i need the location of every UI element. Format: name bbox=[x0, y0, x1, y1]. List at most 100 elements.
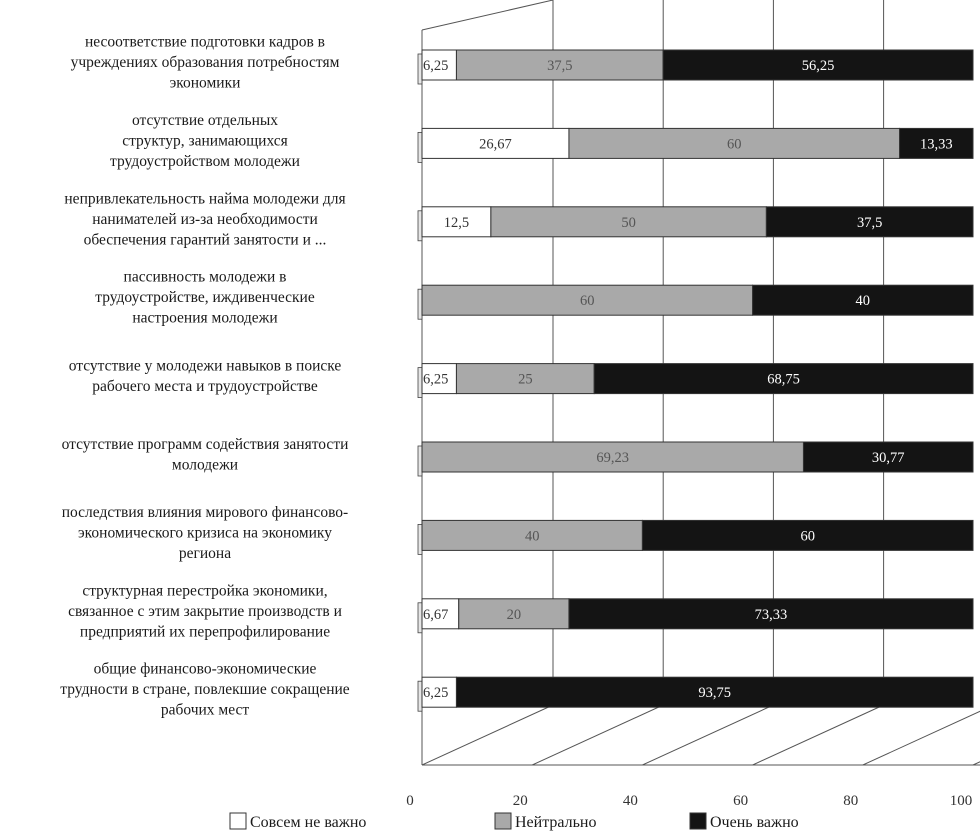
category-label-line: обеспечения гарантий занятости и ... bbox=[84, 231, 327, 248]
x-tick-label: 80 bbox=[843, 793, 858, 809]
floor-line bbox=[752, 704, 884, 766]
category-labels: несоответствие подготовки кадров в учрежд… bbox=[60, 34, 349, 719]
category-label: отсутствие отдельных структур, занимающих… bbox=[110, 112, 300, 170]
data-label: 60 bbox=[580, 293, 595, 309]
category-label-line: региона bbox=[179, 545, 231, 562]
category-label-line: связанное с этим закрытие производств и bbox=[68, 603, 342, 620]
data-label: 6,25 bbox=[423, 372, 448, 388]
bar-segment bbox=[455, 676, 974, 708]
category-label-line: трудности в стране, повлекшие сокращение bbox=[60, 681, 349, 698]
category-label-line: отсутствие отдельных bbox=[132, 112, 278, 129]
category-label-line: настроения молодежи bbox=[132, 310, 277, 327]
floor-line bbox=[862, 710, 980, 766]
x-tick-label: 60 bbox=[733, 793, 748, 809]
x-tick-labels: 0 20 40 60 80 100 bbox=[406, 793, 972, 809]
data-label: 40 bbox=[856, 293, 871, 309]
category-label-line: отсутствие программ содействия занятости bbox=[62, 436, 349, 453]
bar-segment bbox=[490, 206, 767, 238]
category-label: структурная перестройка экономики, связан… bbox=[68, 582, 342, 640]
bars: 6,25 37,5 56,25 26,67 60 13,33 12,5 50 37,5 60 40 6… bbox=[417, 49, 974, 712]
bar-segment bbox=[421, 676, 457, 708]
data-label: 69,23 bbox=[596, 450, 629, 466]
bar-side-face bbox=[417, 445, 423, 477]
bar-segment bbox=[458, 598, 570, 630]
bar-segment bbox=[455, 49, 664, 81]
x-tick-label: 40 bbox=[623, 793, 638, 809]
legend-label: Нейтрально bbox=[515, 814, 597, 831]
category-label-line: учреждениях образования потребностям bbox=[71, 54, 340, 71]
bar-segment bbox=[765, 206, 974, 238]
bar-segment bbox=[662, 49, 974, 81]
data-label: 26,67 bbox=[479, 136, 512, 152]
data-label: 25 bbox=[518, 372, 533, 388]
data-label: 73,33 bbox=[755, 607, 788, 623]
floor-line bbox=[531, 704, 664, 766]
bar-segment bbox=[421, 49, 457, 81]
bar-segment bbox=[421, 363, 457, 395]
category-label: пассивность молодежи в трудоустройстве, и… bbox=[95, 269, 315, 327]
category-label-line: несоответствие подготовки кадров в bbox=[85, 34, 325, 51]
data-label: 6,25 bbox=[423, 685, 448, 701]
bar-segment bbox=[899, 127, 974, 159]
category-label-line: отсутствие у молодежи навыков в поиске bbox=[69, 357, 342, 374]
data-label: 93,75 bbox=[698, 685, 731, 701]
legend-label: Очень важно bbox=[710, 814, 799, 831]
data-label: 13,33 bbox=[920, 136, 953, 152]
bar-segment bbox=[568, 598, 974, 630]
category-label-line: структур, занимающихся bbox=[122, 132, 288, 149]
bar-segment bbox=[421, 441, 804, 473]
legend: Совсем не важно Нейтрально Очень важно bbox=[229, 812, 799, 831]
data-label: 6,25 bbox=[423, 58, 448, 74]
category-label-line: трудоустройством молодежи bbox=[110, 153, 300, 170]
category-label-line: экономики bbox=[170, 75, 241, 92]
bar-segment bbox=[421, 598, 460, 630]
data-label: 30,77 bbox=[872, 450, 905, 466]
data-label: 56,25 bbox=[802, 58, 835, 74]
bar-side-face bbox=[417, 131, 423, 163]
data-label: 37,5 bbox=[547, 58, 572, 74]
category-label-line: молодежи bbox=[172, 456, 238, 473]
bar-segment bbox=[593, 363, 974, 395]
category-label-line: рабочих мест bbox=[161, 702, 250, 719]
data-label: 60 bbox=[727, 136, 742, 152]
side-wall-top-edge bbox=[421, 0, 554, 31]
data-label: 50 bbox=[621, 215, 636, 231]
bar-segment bbox=[752, 284, 974, 316]
legend-swatch bbox=[229, 812, 247, 830]
floor-line bbox=[642, 704, 774, 766]
category-label: отсутствие программ содействия занятости… bbox=[62, 436, 349, 474]
bar-side-face bbox=[417, 680, 423, 712]
bar-side-face bbox=[417, 524, 423, 555]
bar-side-face bbox=[417, 367, 423, 399]
category-label: непривлекательность найма молодежи для на… bbox=[64, 190, 345, 248]
category-label: несоответствие подготовки кадров в учрежд… bbox=[71, 34, 340, 92]
category-label-line: предприятий их перепрофилирование bbox=[80, 623, 330, 640]
data-label: 20 bbox=[507, 607, 522, 623]
category-label-line: последствия влияния мирового финансово- bbox=[62, 504, 348, 521]
legend-label: Совсем не важно bbox=[250, 814, 366, 831]
chart-floor bbox=[421, 704, 980, 766]
floor-line bbox=[421, 704, 554, 766]
category-label-line: общие финансово-экономические bbox=[94, 661, 317, 678]
x-tick-label: 0 bbox=[406, 793, 414, 809]
bar-segment bbox=[455, 363, 595, 395]
data-label: 6,67 bbox=[423, 607, 448, 623]
data-label: 12,5 bbox=[444, 215, 469, 231]
category-label-line: непривлекательность найма молодежи для bbox=[64, 190, 345, 207]
category-label-line: экономического кризиса на экономику bbox=[78, 524, 332, 541]
data-label: 60 bbox=[800, 528, 815, 544]
gridlines bbox=[552, 0, 885, 705]
bar-side-face bbox=[417, 288, 423, 320]
category-label-line: рабочего места и трудоустройстве bbox=[92, 378, 318, 395]
legend-swatch bbox=[689, 812, 707, 830]
category-label-line: структурная перестройка экономики, bbox=[82, 582, 327, 599]
data-label: 68,75 bbox=[767, 372, 800, 388]
x-tick-label: 100 bbox=[950, 793, 973, 809]
bar-segment bbox=[421, 519, 643, 551]
bar-side-face bbox=[417, 602, 423, 634]
category-label-line: нанимателей из-за необходимости bbox=[92, 211, 318, 228]
bar-segment bbox=[641, 519, 974, 551]
category-label: отсутствие у молодежи навыков в поиске ра… bbox=[69, 357, 342, 395]
x-tick-label: 20 bbox=[513, 793, 528, 809]
